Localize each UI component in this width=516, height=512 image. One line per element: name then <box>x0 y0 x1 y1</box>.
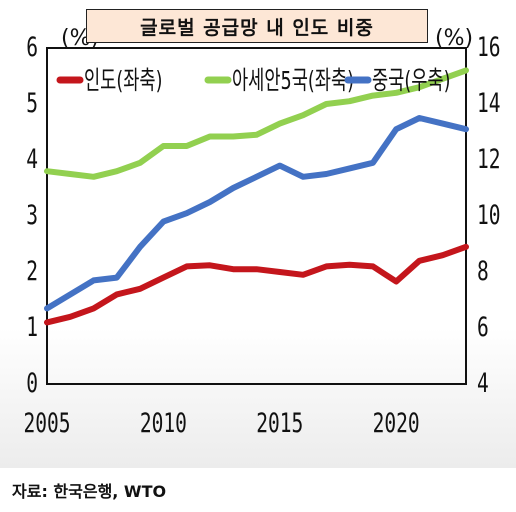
right-tick-label: 6 <box>477 312 489 343</box>
series-line-3 <box>44 115 469 312</box>
left-tick-label: 6 <box>26 32 38 63</box>
right-tick-label: 12 <box>477 144 501 175</box>
legend-label-3: 중국(우축) <box>372 67 450 96</box>
chart-title: 글로벌 공급망 내 인도 비중 <box>86 9 428 43</box>
left-tick-label: 1 <box>26 312 38 343</box>
chart-panel <box>0 0 516 468</box>
x-tick-label: 2020 <box>373 408 420 439</box>
source-note: 자료: 한국은행, WTO <box>12 482 167 501</box>
series-line-1 <box>44 243 469 326</box>
series-line-2 <box>44 67 469 180</box>
legend-label-1: 인도(좌축) <box>84 67 162 96</box>
x-tick-label: 2005 <box>23 408 70 439</box>
left-tick-label: 5 <box>26 88 38 119</box>
x-tick-label: 2015 <box>256 408 303 439</box>
right-axis-unit: (%) <box>435 26 473 51</box>
x-tick-label: 2010 <box>140 408 187 439</box>
left-tick-label: 0 <box>26 368 38 399</box>
left-tick-label: 4 <box>26 144 38 175</box>
left-tick-label: 2 <box>26 256 38 287</box>
right-tick-label: 16 <box>477 32 501 63</box>
right-tick-label: 8 <box>477 256 489 287</box>
right-tick-label: 4 <box>477 368 489 399</box>
legend-label-2: 아세안5국(좌축) <box>232 67 354 96</box>
plot-frame <box>46 47 467 385</box>
right-tick-label: 14 <box>477 88 501 119</box>
right-tick-label: 10 <box>477 200 501 231</box>
left-tick-label: 3 <box>26 200 38 231</box>
